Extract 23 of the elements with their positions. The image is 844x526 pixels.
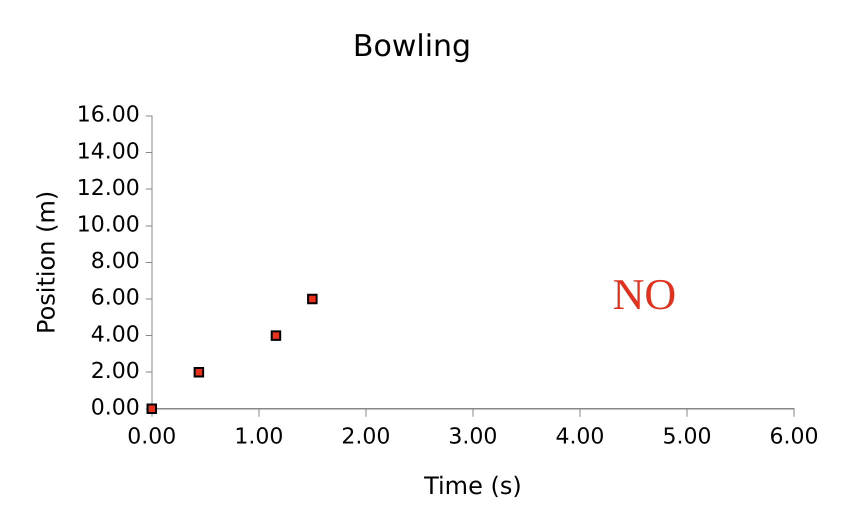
y-tick-label: 10.00 bbox=[76, 212, 140, 238]
chart-title: Bowling bbox=[352, 28, 472, 64]
x-tick-label: 1.00 bbox=[234, 424, 284, 450]
annotation: NO bbox=[612, 270, 676, 320]
y-tick-label: 0.00 bbox=[90, 396, 140, 421]
x-tick-label: 0.00 bbox=[127, 424, 176, 450]
x-tick-label: 3.00 bbox=[448, 424, 498, 450]
point bbox=[307, 294, 318, 304]
y-tick-label: 8.00 bbox=[90, 249, 140, 274]
y-tick-label: 4.00 bbox=[90, 322, 140, 348]
point bbox=[194, 366, 204, 378]
x-tick-label: 4.00 bbox=[555, 424, 604, 450]
y-tick-label: 2.00 bbox=[90, 358, 140, 384]
y-tick-label: 12.00 bbox=[76, 176, 140, 201]
y-axis-title: Position (m) bbox=[32, 190, 61, 334]
x-axis-title: Time (s) bbox=[423, 472, 522, 500]
y-tick-label: 6.00 bbox=[90, 286, 140, 311]
x-tick-label: 2.00 bbox=[341, 424, 390, 450]
x-tick-label: 6.00 bbox=[770, 424, 818, 450]
y-tick-label: 14.00 bbox=[76, 139, 140, 164]
x-tick-label: 5.00 bbox=[662, 424, 712, 450]
y-tick-label: 16.00 bbox=[76, 102, 140, 128]
point bbox=[270, 330, 282, 341]
